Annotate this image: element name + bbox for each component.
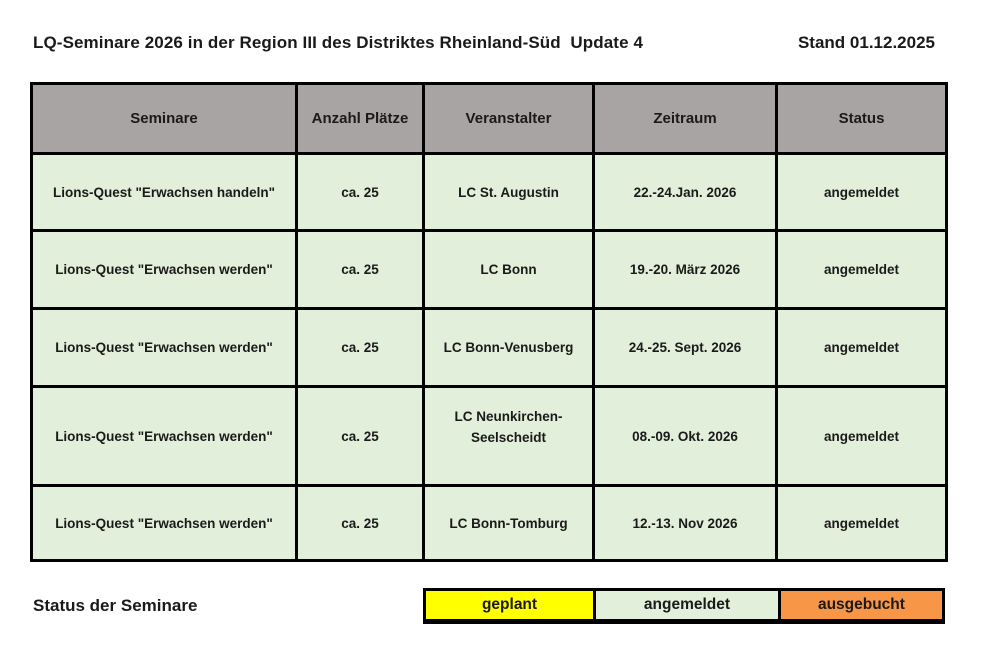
- table-header-row: Seminare Anzahl Plätze Veranstalter Zeit…: [30, 82, 948, 155]
- table-row: Lions-Quest "Erwachsen werden" ca. 25 LC…: [30, 307, 948, 388]
- header-anzahl-plaetze: Anzahl Plätze: [295, 82, 425, 155]
- legend-item-angemeldet: angemeldet: [593, 591, 778, 619]
- table-row: Lions-Quest "Erwachsen werden" ca. 25 LC…: [30, 229, 948, 310]
- zeitraum-cell: 12.-13. Nov 2026: [592, 484, 778, 562]
- status-cell: angemeldet: [775, 229, 948, 310]
- seminar-cell: Lions-Quest "Erwachsen werden": [30, 307, 298, 388]
- stand-date: Stand 01.12.2025: [797, 33, 935, 52]
- legend-title: Status der Seminare: [33, 596, 198, 615]
- header-veranstalter: Veranstalter: [422, 82, 595, 155]
- table-row: Lions-Quest "Erwachsen werden" ca. 25 LC…: [30, 484, 948, 562]
- plaetze-cell: ca. 25: [295, 229, 425, 310]
- seminar-table: Seminare Anzahl Plätze Veranstalter Zeit…: [30, 82, 948, 562]
- plaetze-cell: ca. 25: [295, 484, 425, 562]
- zeitraum-cell: 19.-20. März 2026: [592, 229, 778, 310]
- legend-item-ausgebucht: ausgebucht: [777, 591, 942, 619]
- zeitraum-cell: 24.-25. Sept. 2026: [592, 307, 778, 388]
- plaetze-cell: ca. 25: [295, 152, 425, 232]
- page-title: LQ-Seminare 2026 in der Region III des D…: [33, 33, 644, 52]
- plaetze-cell: ca. 25: [295, 307, 425, 388]
- status-legend: geplant angemeldet ausgebucht: [423, 588, 945, 624]
- zeitraum-cell: 08.-09. Okt. 2026: [592, 385, 778, 487]
- status-cell: angemeldet: [775, 307, 948, 388]
- table-row: Lions-Quest "Erwachsen werden" ca. 25 LC…: [30, 385, 948, 487]
- veranstalter-cell: LC St. Augustin: [422, 152, 595, 232]
- header-seminare: Seminare: [30, 82, 298, 155]
- veranstalter-cell: LC Bonn: [422, 229, 595, 310]
- status-cell: angemeldet: [775, 152, 948, 232]
- header-status: Status: [775, 82, 948, 155]
- veranstalter-cell: LC Bonn-Tomburg: [422, 484, 595, 562]
- seminar-cell: Lions-Quest "Erwachsen werden": [30, 229, 298, 310]
- seminar-cell: Lions-Quest "Erwachsen werden": [30, 484, 298, 562]
- plaetze-cell: ca. 25: [295, 385, 425, 487]
- seminar-cell: Lions-Quest "Erwachsen handeln": [30, 152, 298, 232]
- veranstalter-cell: LC Neunkirchen-Seelscheidt: [422, 385, 595, 487]
- table-row: Lions-Quest "Erwachsen handeln" ca. 25 L…: [30, 152, 948, 232]
- status-cell: angemeldet: [775, 385, 948, 487]
- status-cell: angemeldet: [775, 484, 948, 562]
- zeitraum-cell: 22.-24.Jan. 2026: [592, 152, 778, 232]
- legend-item-geplant: geplant: [426, 591, 594, 619]
- seminar-cell: Lions-Quest "Erwachsen werden": [30, 385, 298, 487]
- header-zeitraum: Zeitraum: [592, 82, 778, 155]
- veranstalter-cell: LC Bonn-Venusberg: [422, 307, 595, 388]
- title-bar: LQ-Seminare 2026 in der Region III des D…: [30, 33, 945, 53]
- legend-row: Status der Seminare geplant angemeldet a…: [30, 588, 945, 624]
